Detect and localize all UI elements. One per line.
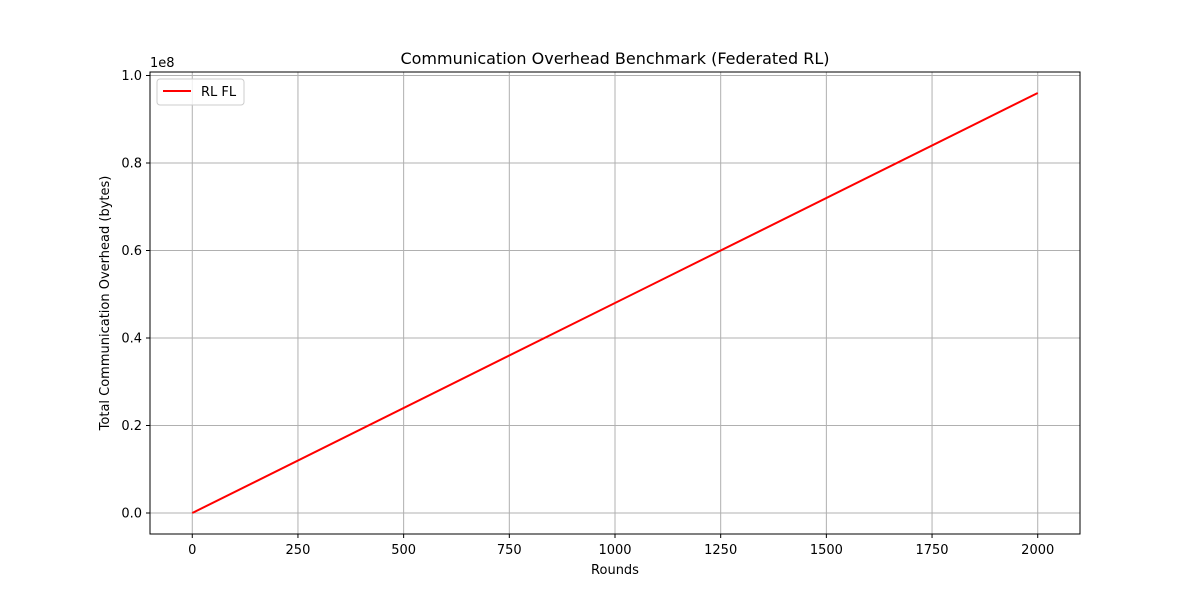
x-tick-label: 1750	[915, 543, 948, 558]
x-tick-label: 250	[286, 543, 311, 558]
series-line-rl-fl	[191, 92, 1039, 514]
grid-lines	[150, 72, 1080, 534]
legend-box	[156, 78, 245, 106]
y-axis-label: Total Communication Overhead (bytes)	[98, 176, 113, 432]
y-tick-label: 0.8	[121, 157, 142, 172]
chart-title: Communication Overhead Benchmark (Federa…	[400, 49, 829, 68]
x-tick-label: 2000	[1021, 543, 1054, 558]
legend: RL FL	[156, 78, 245, 106]
x-tick-label: 750	[497, 543, 522, 558]
legend-label-rl-fl: RL FL	[201, 85, 237, 100]
y-tick-label: 0.4	[121, 332, 142, 347]
x-tick-label: 0	[188, 543, 196, 558]
axis-ticks: 0 250 500 750 1000 1250 1500 1750 2000 0.0 0.2 0.4 0…	[121, 69, 1054, 558]
x-tick-label: 1000	[598, 543, 631, 558]
series-lines	[191, 92, 1039, 514]
y-tick-label: 1.0	[121, 69, 142, 84]
x-tick-label: 1250	[704, 543, 737, 558]
x-tick-label: 500	[391, 543, 416, 558]
y-tick-label: 0.6	[121, 244, 142, 259]
x-tick-label: 1500	[810, 543, 843, 558]
x-axis-label: Rounds	[591, 563, 639, 578]
y-axis-offset-label: 1e8	[150, 56, 175, 71]
y-tick-label: 0.2	[121, 419, 142, 434]
y-tick-label: 0.0	[121, 507, 142, 522]
